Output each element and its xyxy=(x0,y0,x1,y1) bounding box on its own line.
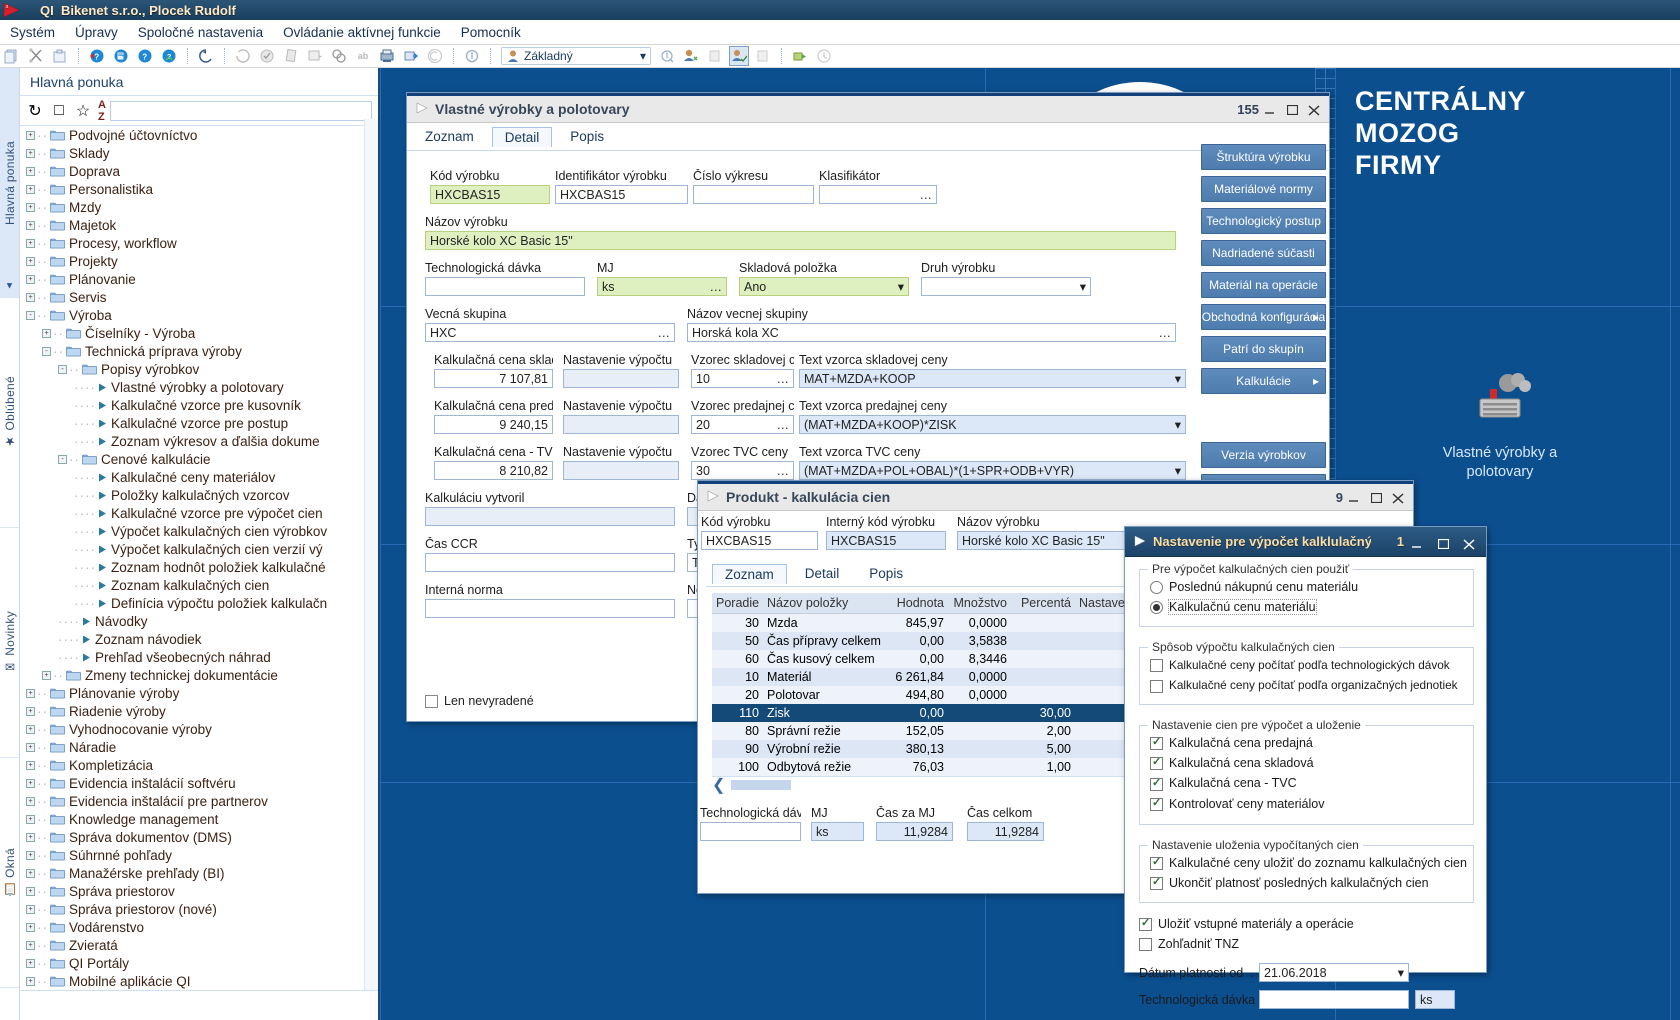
svg-text:?: ? xyxy=(94,53,99,62)
svg-text:?: ? xyxy=(142,53,147,62)
svg-text:♬: ♬ xyxy=(5,4,10,10)
svg-text:?: ? xyxy=(122,56,126,62)
